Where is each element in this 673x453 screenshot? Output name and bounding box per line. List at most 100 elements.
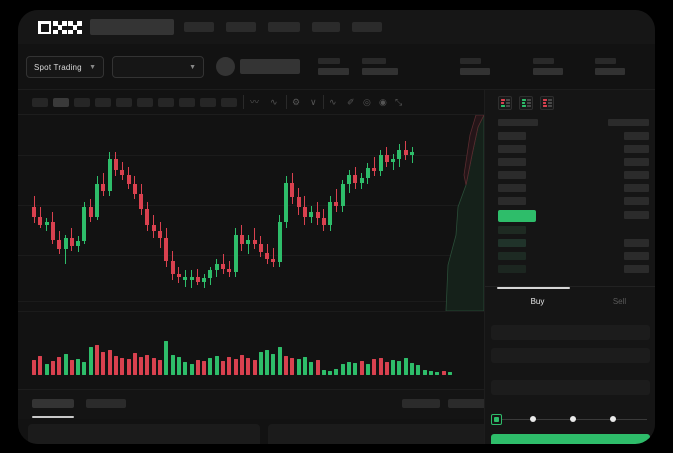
chevron-down-icon[interactable]: ∨ [310, 97, 317, 107]
orderbook-mode-bids[interactable] [519, 96, 533, 110]
market-type-dropdown[interactable]: Spot Trading ▼ [26, 56, 104, 78]
bottom-action-1[interactable] [402, 399, 440, 408]
timeframe-button-9[interactable] [221, 98, 237, 107]
orderbook-ask-row[interactable] [498, 171, 526, 179]
timeframe-button-8[interactable] [200, 98, 216, 107]
candle [170, 115, 175, 311]
nav-item-5[interactable] [352, 22, 382, 32]
tab-buy[interactable]: Buy [530, 297, 545, 306]
orderbook-ask-row[interactable] [498, 145, 526, 153]
timeframe-button-3[interactable] [95, 98, 111, 107]
bottom-panel-left[interactable] [28, 424, 260, 444]
bottom-tab-bar [18, 389, 486, 419]
candle [359, 115, 364, 311]
candlestick-chart[interactable] [18, 115, 484, 311]
candle [32, 115, 36, 311]
volume-bar [315, 360, 320, 375]
orderbook-header-right [608, 119, 649, 126]
candle [365, 115, 370, 311]
candle [158, 115, 162, 311]
orderbook-bid-row[interactable] [498, 265, 526, 273]
compare-icon[interactable]: ∿ [270, 97, 278, 107]
orderbook-ask-row[interactable] [498, 132, 526, 140]
candle [145, 115, 150, 311]
nav-item-3[interactable] [268, 22, 300, 32]
place-order-button[interactable] [491, 434, 650, 444]
orderbook-bid-row[interactable] [498, 252, 526, 260]
volume-bar [239, 354, 244, 375]
volume-bar [441, 370, 446, 375]
okx-logo[interactable] [38, 21, 82, 34]
volume-bar [227, 356, 232, 375]
volume-bar [347, 362, 351, 375]
stepper-dot-50[interactable] [570, 416, 576, 422]
volume-bar [378, 358, 383, 375]
candle [258, 115, 263, 311]
timeframe-button-6[interactable] [158, 98, 174, 107]
indicators-icon[interactable]: 〰 [250, 97, 260, 107]
orderbook-ask-amount [624, 197, 649, 205]
timeframe-button-5[interactable] [137, 98, 153, 107]
volume-bar [214, 355, 219, 375]
orderbook-mode-both[interactable] [498, 96, 512, 110]
tab-open-orders[interactable] [32, 399, 74, 408]
candle [221, 115, 225, 311]
stepper-dot-75[interactable] [610, 416, 616, 422]
stat-24h-high [460, 58, 492, 75]
price-field[interactable] [491, 348, 650, 363]
orderbook-ask-amount [624, 145, 649, 153]
bottom-action-2[interactable] [448, 399, 486, 408]
candle [246, 115, 251, 311]
pair-dropdown[interactable]: ▼ [112, 56, 204, 78]
volume-bar [296, 359, 301, 375]
tab-sell[interactable]: Sell [612, 297, 627, 306]
bottom-panel-mid[interactable] [268, 424, 490, 444]
market-type-label: Spot Trading [34, 62, 82, 72]
tab-order-history[interactable] [86, 399, 126, 408]
stepper-dot-25[interactable] [530, 416, 536, 422]
volume-bar [132, 352, 137, 375]
candle [233, 115, 238, 311]
orderbook-ask-row[interactable] [498, 197, 526, 205]
line-chart-icon[interactable]: ∿ [329, 97, 337, 107]
timeframe-button-1[interactable] [53, 98, 69, 107]
search-input[interactable] [90, 19, 174, 35]
orderbook-ask-row[interactable] [498, 158, 526, 166]
candle [82, 115, 87, 311]
stat-last-price [318, 58, 351, 75]
volume-bar [183, 362, 188, 375]
volume-bar [334, 368, 339, 375]
candle [208, 115, 213, 311]
candle [277, 115, 282, 311]
volume-bar [422, 369, 427, 375]
volume-chart [18, 311, 484, 389]
timeframe-button-0[interactable] [32, 98, 48, 107]
timeframe-button-7[interactable] [179, 98, 195, 107]
candle [328, 115, 333, 311]
order-type-field[interactable] [491, 325, 650, 340]
timeframe-button-4[interactable] [116, 98, 132, 107]
drawing-tools-icon[interactable]: ✐ [347, 97, 355, 107]
orderbook-ask-row[interactable] [498, 184, 526, 192]
amount-field[interactable] [491, 380, 650, 395]
orderbook-spread-row[interactable] [498, 210, 536, 222]
candle [76, 115, 81, 311]
chart-settings-icon[interactable]: ◉ [379, 97, 387, 107]
orderbook-bid-row[interactable] [498, 226, 526, 234]
volume-bar [328, 370, 333, 375]
volume-bar [139, 356, 144, 375]
stepper-handle[interactable] [491, 414, 502, 425]
nav-item-2[interactable] [226, 22, 256, 32]
candle [334, 115, 339, 311]
volume-bar [164, 341, 169, 375]
nav-item-4[interactable] [312, 22, 340, 32]
fullscreen-icon[interactable]: ⤡ [395, 97, 403, 107]
volume-bar [246, 358, 251, 375]
candle [63, 115, 68, 311]
settings-chart-icon[interactable]: ⚙ [292, 97, 301, 107]
nav-item-1[interactable] [184, 22, 214, 32]
orderbook-bid-row[interactable] [498, 239, 526, 247]
orderbook-mode-asks[interactable] [540, 96, 554, 110]
snapshot-icon[interactable]: ◎ [363, 97, 371, 107]
timeframe-button-2[interactable] [74, 98, 90, 107]
